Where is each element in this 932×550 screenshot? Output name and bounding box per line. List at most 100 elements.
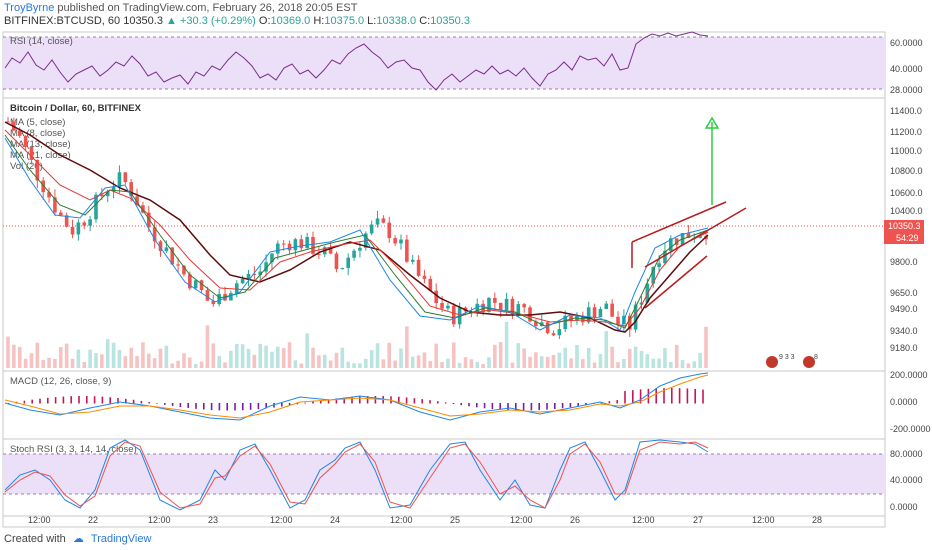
candle-body bbox=[100, 194, 104, 197]
high-value: 10375.0 bbox=[324, 15, 365, 27]
candle-body bbox=[299, 239, 304, 249]
event-label-2: 8 bbox=[814, 354, 818, 361]
chart-area[interactable]: RSI (14, close) 60.0000 40.0000 28.0000 … bbox=[0, 30, 932, 530]
candle-body bbox=[440, 303, 444, 309]
macd-hist-bar bbox=[93, 396, 96, 404]
volume-bar bbox=[504, 321, 509, 368]
macd-hist-bar bbox=[171, 403, 174, 406]
macd-hist-bar bbox=[195, 403, 197, 409]
volume-bar bbox=[375, 343, 380, 368]
macd-hist-bar bbox=[413, 398, 416, 404]
candle-body bbox=[41, 180, 45, 193]
macd-hist-bar bbox=[694, 388, 696, 404]
macd-hist-bar bbox=[234, 403, 236, 411]
volume-bar bbox=[311, 347, 315, 368]
time-tick: 12:00 bbox=[632, 515, 655, 525]
volume-bar bbox=[88, 349, 92, 368]
candles bbox=[6, 116, 708, 339]
volume-bar bbox=[17, 346, 22, 368]
volume-bar bbox=[399, 348, 403, 368]
candle-body bbox=[663, 250, 667, 264]
time-tick: 12:00 bbox=[390, 515, 413, 525]
volume-bar bbox=[70, 358, 75, 368]
tradingview-logo-icon[interactable]: ☁ bbox=[72, 533, 84, 545]
candle-body bbox=[534, 321, 538, 327]
candle-body bbox=[451, 305, 456, 325]
open-label: O: bbox=[258, 15, 271, 27]
volume-bar bbox=[281, 348, 286, 368]
volume-bar bbox=[188, 357, 192, 368]
price-title: Bitcoin / Dollar, 60, BITFINEX bbox=[10, 103, 142, 114]
candle-body bbox=[557, 329, 562, 336]
candle-body bbox=[70, 226, 75, 235]
indicator-ma5: MA (5, close) bbox=[10, 117, 65, 128]
macd-hist-bar bbox=[671, 388, 673, 404]
macd-hist-bar bbox=[109, 397, 111, 404]
volume-bars bbox=[6, 321, 708, 368]
candle-body bbox=[305, 236, 309, 249]
candle-body bbox=[610, 303, 614, 317]
candle-body bbox=[240, 278, 245, 284]
created-with-text: Created with bbox=[4, 533, 66, 545]
volume-bar bbox=[669, 361, 673, 368]
volume-bar bbox=[481, 363, 485, 368]
stoch-d-line bbox=[4, 441, 709, 509]
candle-body bbox=[217, 293, 221, 305]
rsi-band bbox=[3, 37, 885, 89]
candle-body bbox=[446, 305, 450, 309]
macd-hist-bar bbox=[351, 396, 353, 404]
macd-hist-bar bbox=[257, 403, 260, 410]
volume-bar bbox=[170, 363, 175, 368]
event-flag-icon-2[interactable] bbox=[803, 356, 815, 368]
time-tick: 24 bbox=[330, 515, 340, 525]
candle-body bbox=[152, 227, 157, 242]
candle-body bbox=[29, 146, 34, 160]
volume-bar bbox=[211, 343, 216, 368]
macd-hist-bar bbox=[476, 403, 478, 408]
candle-body bbox=[627, 315, 632, 330]
candle-body bbox=[258, 271, 263, 275]
volume-bar bbox=[47, 357, 51, 368]
volume-bar bbox=[639, 351, 644, 368]
ma21-line bbox=[4, 121, 709, 333]
candle-body bbox=[234, 283, 239, 294]
candle-body bbox=[399, 239, 403, 244]
time-tick: 12:00 bbox=[510, 515, 533, 525]
macd-hist-bar bbox=[616, 400, 618, 404]
time-tick: 12:00 bbox=[28, 515, 51, 525]
candle-body bbox=[23, 135, 28, 147]
macd-hist-bar bbox=[577, 403, 579, 407]
candle-body bbox=[264, 262, 268, 272]
macd-hist-bar bbox=[296, 403, 299, 405]
volume-bar bbox=[152, 358, 157, 368]
volume-bar bbox=[352, 363, 356, 368]
candle-body bbox=[129, 182, 133, 197]
volume-bar bbox=[340, 347, 345, 368]
macd-hist-bar bbox=[249, 403, 252, 410]
macd-hist-bar bbox=[78, 396, 80, 404]
macd-hist-bar bbox=[538, 403, 540, 411]
signal-line bbox=[4, 374, 709, 419]
volume-bar bbox=[23, 358, 28, 368]
volume-bar bbox=[41, 359, 45, 368]
time-tick: 23 bbox=[208, 515, 218, 525]
stoch-tick-0: 0.0000 bbox=[890, 502, 918, 512]
symbol: BITFINEX:BTCUSD, 60 bbox=[4, 15, 121, 27]
macd-hist-bar bbox=[164, 403, 166, 405]
volume-bar bbox=[158, 348, 163, 368]
candle-body bbox=[35, 159, 40, 181]
volume-bar bbox=[446, 358, 450, 368]
candle-body bbox=[604, 303, 609, 309]
indicator-ma8: MA (8, close) bbox=[10, 128, 65, 139]
author-name[interactable]: TroyByrne bbox=[4, 2, 55, 14]
ma13-line bbox=[4, 129, 709, 327]
countdown-tag bbox=[884, 232, 924, 244]
candle-body bbox=[387, 222, 392, 239]
tradingview-brand[interactable]: TradingView bbox=[90, 533, 152, 545]
volume-bar bbox=[604, 331, 609, 368]
volume-bar bbox=[428, 360, 433, 368]
macd-hist-bar bbox=[491, 403, 494, 410]
event-flag-icon[interactable] bbox=[766, 356, 778, 368]
price-tick: 9490.0 bbox=[890, 304, 918, 314]
candle-body bbox=[276, 243, 280, 254]
